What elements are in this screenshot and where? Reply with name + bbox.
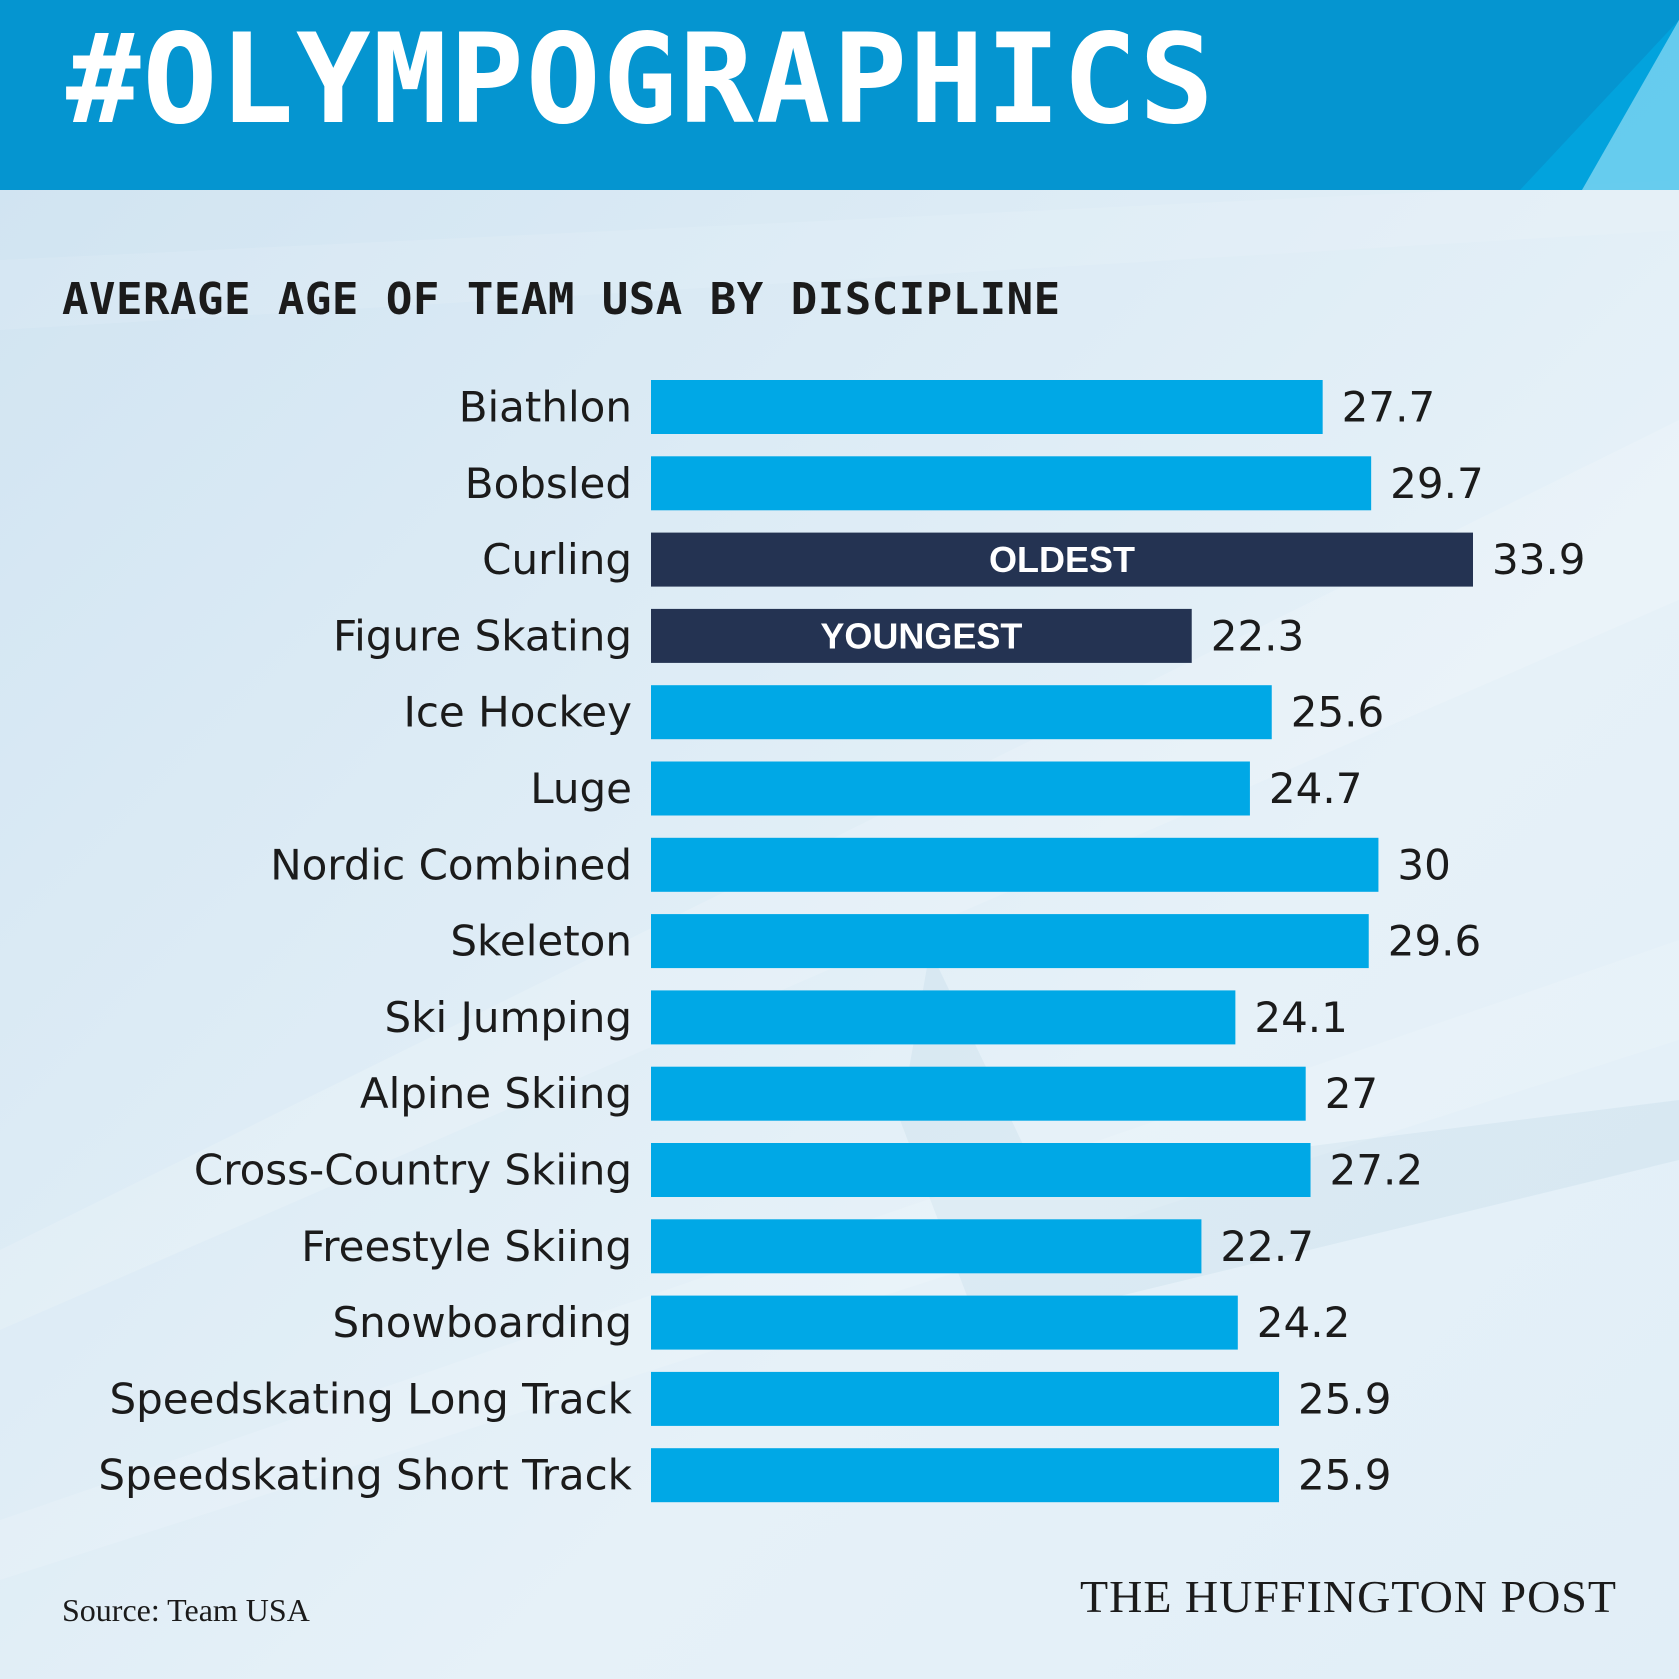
bar — [651, 532, 1473, 587]
category-label: Ice Hockey — [403, 688, 632, 737]
chart-title: AVERAGE AGE OF TEAM USA BY DISCIPLINE — [62, 274, 1061, 325]
value-label: 25.9 — [1298, 1374, 1392, 1423]
bar — [651, 1448, 1280, 1503]
category-label: Cross-Country Skiing — [194, 1146, 632, 1195]
value-label: 30 — [1397, 840, 1450, 889]
category-label: Biathlon — [459, 383, 632, 432]
bar — [651, 1219, 1202, 1274]
bar — [651, 685, 1272, 740]
bar — [651, 1371, 1280, 1426]
category-label: Curling — [482, 535, 632, 584]
value-label: 25.6 — [1291, 688, 1385, 737]
value-label: 22.3 — [1211, 611, 1305, 660]
category-label: Speedskating Short Track — [98, 1451, 632, 1500]
value-label: 24.1 — [1254, 993, 1348, 1042]
bar-annotation: YOUNGEST — [820, 615, 1022, 656]
category-label: Speedskating Long Track — [109, 1374, 632, 1423]
value-label: 22.7 — [1220, 1222, 1314, 1271]
publisher-logo: THE HUFFINGTON POST — [1080, 1571, 1617, 1622]
bar — [651, 608, 1192, 663]
bar — [651, 761, 1250, 816]
bar — [651, 1295, 1238, 1350]
value-label: 29.7 — [1390, 459, 1484, 508]
bar — [651, 1143, 1311, 1197]
banner-title: #OLYMPOGRAPHICS — [66, 8, 1216, 152]
value-label: 27 — [1325, 1069, 1378, 1118]
category-label: Luge — [530, 764, 632, 813]
value-label: 25.9 — [1298, 1451, 1392, 1500]
value-label: 29.6 — [1388, 917, 1482, 966]
header-banner — [0, 0, 1679, 190]
category-label: Alpine Skiing — [360, 1069, 632, 1118]
bar — [651, 914, 1369, 969]
value-label: 24.7 — [1269, 764, 1363, 813]
bar — [651, 990, 1236, 1045]
value-label: 33.9 — [1492, 535, 1586, 584]
bar — [651, 837, 1379, 892]
value-label: 24.2 — [1257, 1298, 1351, 1347]
value-label: 27.7 — [1342, 383, 1436, 432]
bar — [651, 456, 1372, 511]
value-label: 27.2 — [1330, 1146, 1424, 1195]
category-label: Ski Jumping — [384, 993, 632, 1042]
category-label: Figure Skating — [333, 611, 632, 660]
source-note: Source: Team USA — [62, 1592, 310, 1628]
bar — [651, 380, 1323, 434]
bar-chart: Biathlon 27.7 Bobsled 29.7 Curling OLDEST 33.9… — [98, 380, 1586, 1503]
bar-annotation: OLDEST — [989, 539, 1135, 580]
bar — [651, 1066, 1306, 1121]
category-label: Nordic Combined — [270, 840, 632, 889]
category-label: Skeleton — [450, 917, 632, 966]
category-label: Freestyle Skiing — [301, 1222, 632, 1271]
category-label: Snowboarding — [332, 1298, 632, 1347]
category-label: Bobsled — [465, 459, 632, 508]
